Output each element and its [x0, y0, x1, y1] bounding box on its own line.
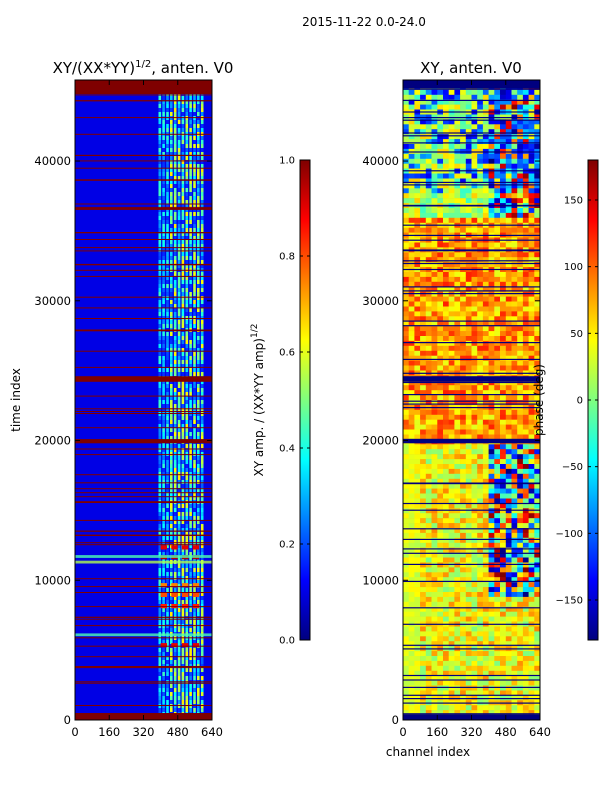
x-tick-label: 320	[133, 725, 155, 739]
colorbar-tick-label: −150	[556, 596, 583, 607]
figure-suptitle: 2015-11-22 0.0-24.0	[302, 15, 426, 29]
amplitude-colorbar-ticks: 0.0 0.2 0.4 0.6 0.8 1.0	[279, 156, 310, 647]
y-tick-label: 40000	[362, 154, 399, 168]
x-tick-label: 480	[495, 725, 517, 739]
amplitude-heatmap	[75, 80, 212, 720]
amplitude-colorbar-label: XY amp. / (XX*YY amp)1/2	[250, 324, 266, 477]
phase-title: XY, anten. V0	[420, 59, 522, 77]
colorbar-tick-label: 50	[570, 329, 583, 340]
y-tick-label: 40000	[34, 154, 71, 168]
colorbar-tick-label: 1.0	[279, 156, 295, 167]
amplitude-title: XY/(XX*YY)1/2, anten. V0	[53, 59, 234, 77]
x-tick-label: 160	[98, 725, 120, 739]
colorbar-tick-label: −100	[556, 529, 583, 540]
phase-colorbar-gradient	[588, 160, 598, 640]
colorbar-tick-label: 100	[564, 262, 583, 273]
colorbar-tick-label: 0.8	[279, 252, 295, 263]
y-tick-label: 30000	[34, 294, 71, 308]
phase-xlabel: channel index	[386, 745, 470, 759]
colorbar-tick-label: 0.0	[279, 636, 295, 647]
amplitude-colorbar: 0.0 0.2 0.4 0.6 0.8 1.0 XY amp. / (XX*YY amp)…	[250, 156, 311, 647]
amplitude-colorbar-frame	[299, 159, 311, 641]
y-tick-label: 0	[64, 713, 71, 727]
phase-colorbar-label: phase (deg)	[532, 364, 546, 436]
y-tick-label: 20000	[34, 434, 71, 448]
phase-panel: 0 160 320 480 640 0 10000 20000 30000 40000 XY, a…	[362, 59, 551, 759]
colorbar-tick-label: 0	[577, 396, 583, 407]
amplitude-axis-ticks: 0 160 320 480 640 0 10000 20000 30000 40000	[34, 80, 223, 739]
amplitude-colorbar-gradient	[300, 160, 310, 640]
phase-colorbar: −150 −100 −50 0 50 100 150 phase (deg)	[532, 159, 599, 641]
y-tick-label: 30000	[362, 294, 399, 308]
y-tick-label: 10000	[34, 573, 71, 587]
x-tick-label: 640	[529, 725, 551, 739]
x-tick-label: 640	[201, 725, 223, 739]
y-tick-label: 10000	[362, 573, 399, 587]
y-tick-label: 0	[392, 713, 399, 727]
colorbar-tick-label: 0.4	[279, 444, 295, 455]
x-tick-label: 0	[399, 725, 406, 739]
colorbar-tick-label: 0.2	[279, 540, 295, 551]
y-tick-label: 20000	[362, 434, 399, 448]
x-tick-label: 480	[167, 725, 189, 739]
colorbar-tick-label: −50	[562, 462, 583, 473]
phase-colorbar-ticks: −150 −100 −50 0 50 100 150	[556, 196, 598, 607]
colorbar-tick-label: 150	[564, 196, 583, 207]
x-tick-label: 320	[461, 725, 483, 739]
x-tick-label: 0	[71, 725, 78, 739]
colorbar-tick-label: 0.6	[279, 348, 295, 359]
phase-axis-ticks: 0 160 320 480 640 0 10000 20000 30000 40000	[362, 80, 551, 739]
amplitude-panel: 0 160 320 480 640 0 10000 20000 30000 40000 XY/(X…	[9, 59, 233, 739]
x-tick-label: 160	[426, 725, 448, 739]
phase-heatmap	[403, 80, 541, 721]
amplitude-ylabel: time index	[9, 368, 23, 432]
